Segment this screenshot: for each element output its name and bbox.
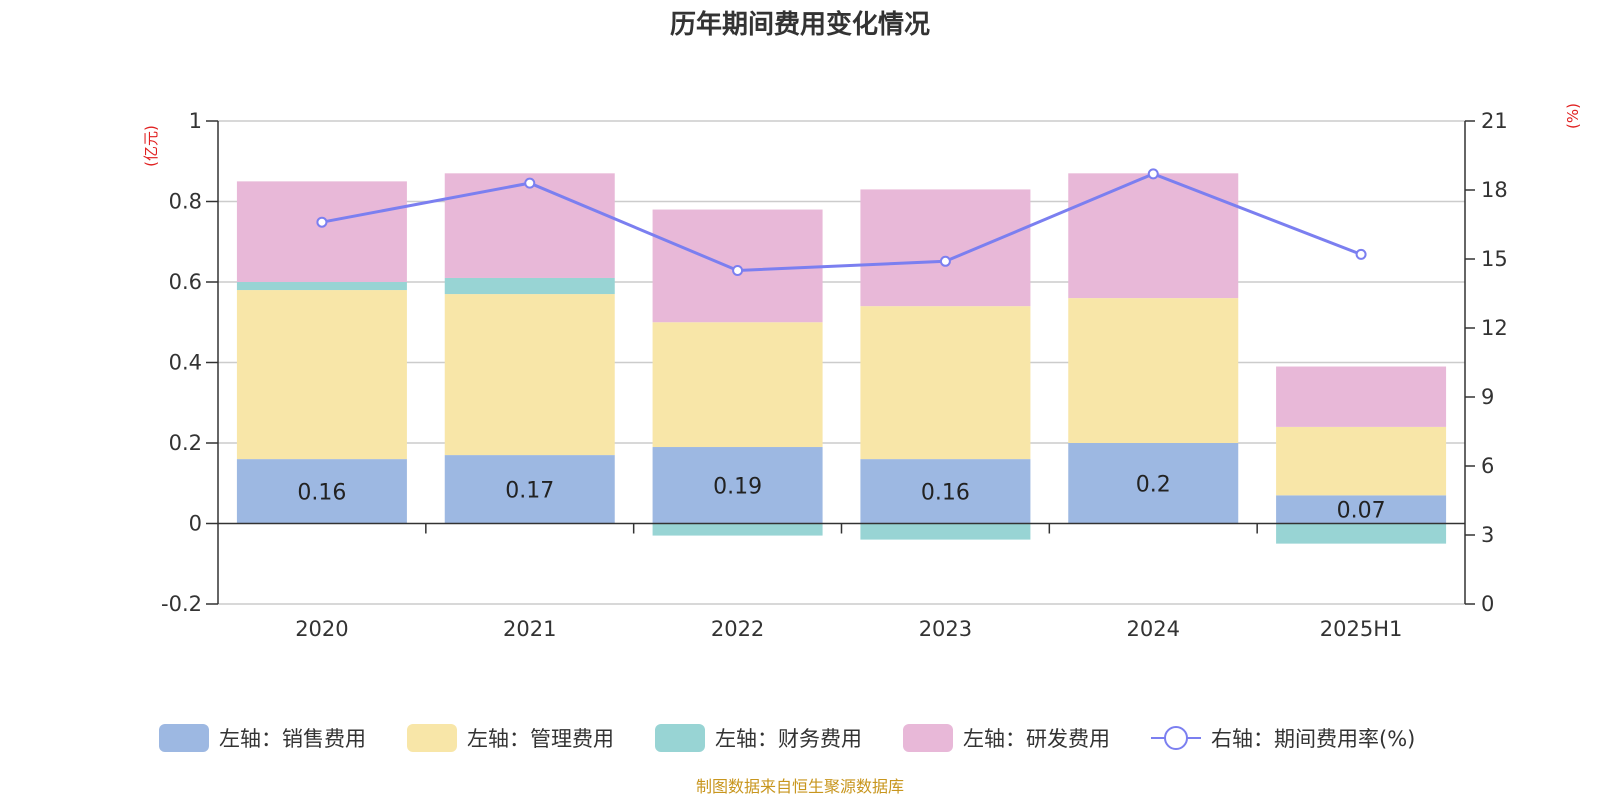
rate-point xyxy=(524,177,536,189)
bar-segment xyxy=(652,523,823,536)
chart-title: 历年期间费用变化情况 xyxy=(670,9,930,40)
rate-point xyxy=(316,216,328,228)
data-label: 0.17 xyxy=(505,478,554,503)
bar-segment xyxy=(1068,173,1239,299)
bar-segment xyxy=(860,306,1031,460)
line-series xyxy=(316,168,1367,276)
x-axis-tick-label: 2024 xyxy=(1127,617,1180,641)
legend-swatch xyxy=(407,724,457,752)
data-label: 0.16 xyxy=(297,480,346,505)
x-axis-tick-label: 2025H1 xyxy=(1320,617,1403,641)
right-axis-tick-label: 21 xyxy=(1481,109,1508,133)
right-axis-unit: (%) xyxy=(1564,103,1582,129)
data-label: 0.19 xyxy=(713,474,762,499)
data-label: 0.07 xyxy=(1337,498,1386,523)
data-label: 0.2 xyxy=(1136,472,1171,497)
bar-segment xyxy=(444,277,615,295)
right-axis-tick-label: 0 xyxy=(1481,592,1494,616)
bar-segment xyxy=(1276,366,1447,427)
bar-segment xyxy=(236,282,407,291)
left-axis-tick-label: 0.4 xyxy=(169,351,202,375)
source-note: 制图数据来自恒生聚源数据库 xyxy=(696,777,904,796)
bar-segment xyxy=(652,447,823,524)
bar-segment xyxy=(444,173,615,278)
bar-segment xyxy=(236,181,407,282)
rate-point xyxy=(939,255,951,267)
left-axis-tick-label: -0.2 xyxy=(161,592,202,616)
legend-label: 左轴：管理费用 xyxy=(467,727,614,751)
left-axis-tick-label: 0.8 xyxy=(169,190,202,214)
right-axis-tick-label: 18 xyxy=(1481,178,1508,202)
right-axis-tick-label: 3 xyxy=(1481,523,1494,547)
legend-swatch xyxy=(159,724,209,752)
bar-segment xyxy=(652,322,823,448)
x-axis-tick-label: 2021 xyxy=(503,617,556,641)
left-axis-tick-label: 1 xyxy=(189,109,202,133)
bar-segment xyxy=(236,290,407,460)
rate-point xyxy=(732,265,744,276)
legend-label: 左轴：销售费用 xyxy=(219,727,366,751)
bar-segment xyxy=(860,459,1031,524)
bar-segment xyxy=(444,455,615,524)
right-axis-tick-label: 6 xyxy=(1481,454,1494,478)
bar-segment xyxy=(1068,298,1239,443)
legend-swatch xyxy=(655,724,705,752)
data-labels: 0.16 0.17 0.19 0.16 0.2 0.07 xyxy=(297,472,1385,523)
rate-line xyxy=(321,172,1362,273)
bar-segment xyxy=(1068,443,1239,524)
x-axis-tick-label: 2020 xyxy=(295,617,348,641)
data-label: 0.16 xyxy=(921,480,970,505)
legend: 左轴：销售费用 左轴：管理费用 左轴：财务费用 左轴：研发费用 右轴：期间费用率(%) xyxy=(159,724,1415,752)
x-axis-tick-label: 2022 xyxy=(711,617,764,641)
bar-segment xyxy=(444,294,615,456)
left-axis-tick-label: 0 xyxy=(189,512,202,536)
rate-point xyxy=(1147,168,1159,180)
right-axis-tick-label: 9 xyxy=(1481,385,1494,409)
left-axis-unit: (亿元) xyxy=(142,125,160,167)
axes: 1 0.8 0.6 0.4 0.2 0 -0.2 21 18 15 12 9 6 3 0 2020 2021 20… xyxy=(161,109,1508,641)
legend-label: 右轴：期间费用率(%) xyxy=(1211,727,1415,751)
bar-segment xyxy=(860,189,1031,307)
legend-swatch xyxy=(903,724,953,752)
x-axis-tick-label: 2023 xyxy=(919,617,972,641)
bar-segment xyxy=(1276,523,1447,544)
left-axis-tick-label: 0.2 xyxy=(169,431,202,455)
bar-segment xyxy=(1276,495,1447,524)
right-axis-tick-label: 15 xyxy=(1481,247,1508,271)
rate-point xyxy=(1355,248,1367,260)
bar-segment xyxy=(1276,426,1447,496)
bar-series xyxy=(236,173,1447,544)
left-axis-tick-label: 0.6 xyxy=(169,270,202,294)
legend-circle-marker xyxy=(1164,726,1188,750)
legend-label: 左轴：财务费用 xyxy=(715,727,862,751)
bar-segment xyxy=(860,523,1031,540)
legend-label: 左轴：研发费用 xyxy=(963,727,1110,751)
bar-segment xyxy=(236,459,407,524)
right-axis-tick-label: 12 xyxy=(1481,316,1508,340)
